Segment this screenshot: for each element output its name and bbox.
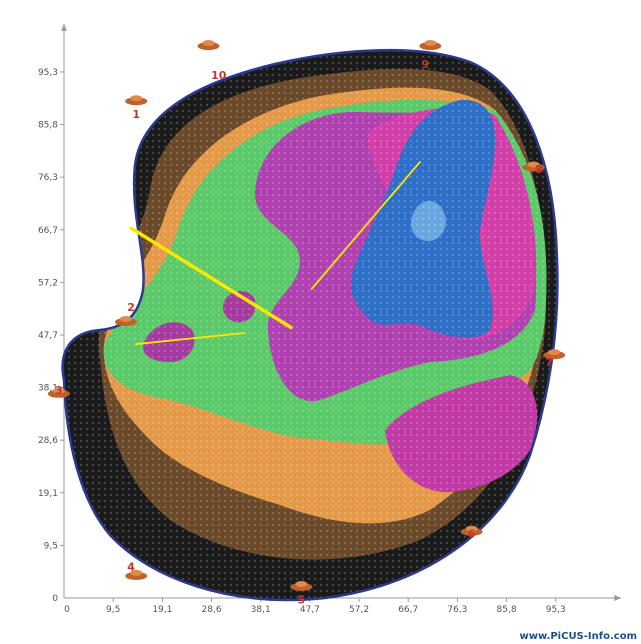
crack-line — [310, 161, 421, 290]
sensor-marker — [125, 569, 148, 580]
x-axis-arrow — [614, 595, 622, 601]
sensor-label: 6 — [468, 527, 476, 540]
y-tick-label: 0 — [52, 594, 58, 604]
y-tick-label: 76,3 — [38, 173, 58, 183]
sensor-marker — [125, 95, 148, 106]
crack-lines — [129, 161, 421, 345]
y-tick-label: 38,1 — [38, 384, 58, 394]
sensor-marker — [197, 40, 220, 50]
y-tick-label: 95,3 — [38, 68, 58, 78]
x-tick-label: 76,3 — [447, 605, 467, 615]
sensor-marker — [290, 580, 313, 591]
y-axis-ticks: 0 9,5 19,1 28,6 38,1 47,7 57,2 66,7 76,3 85,8 95,3 — [38, 68, 64, 604]
x-tick-label: 47,7 — [300, 605, 320, 615]
x-tick-label: 19,1 — [152, 605, 172, 615]
x-axis-ticks: 0 9,5 19,1 28,6 38,1 47,7 57,2 66,7 76,3 85,8 95,3 — [64, 598, 566, 615]
sensor-label: 1 — [132, 108, 140, 121]
sensor-label: 9 — [421, 58, 429, 71]
sensor-marker — [419, 40, 442, 50]
y-tick-label: 28,6 — [38, 436, 58, 446]
watermark-text: www.PiCUS-Info.com — [519, 631, 637, 642]
y-tick-label: 19,1 — [38, 489, 58, 499]
sensor-label: 10 — [211, 69, 227, 82]
sensor-label: 8 — [535, 163, 543, 176]
tomogram-image — [62, 50, 558, 600]
crack-line — [135, 332, 246, 345]
y-tick-label: 57,2 — [38, 278, 58, 288]
sensor-label: 3 — [55, 384, 63, 397]
sensor-marker — [543, 349, 566, 360]
sensor-markers: 1 2 3 4 5 6 7 8 9 10 — [47, 40, 566, 607]
x-tick-label: 85,8 — [497, 605, 517, 615]
y-tick-label: 85,8 — [38, 121, 58, 131]
x-tick-label: 28,6 — [202, 605, 222, 615]
x-tick-label: 9,5 — [106, 605, 120, 615]
sensor-label: 7 — [545, 356, 553, 369]
y-tick-label: 47,7 — [38, 331, 58, 341]
y-tick-label: 9,5 — [44, 541, 58, 551]
sensor-label: 5 — [298, 594, 306, 607]
sensor-marker — [522, 161, 545, 172]
sensor-label: 2 — [127, 301, 135, 314]
trunk-outline — [61, 48, 559, 602]
sensor-marker — [460, 525, 483, 536]
x-tick-label: 57,2 — [349, 605, 369, 615]
x-tick-label: 95,3 — [546, 605, 566, 615]
x-tick-label: 66,7 — [398, 605, 418, 615]
crack-line — [129, 226, 293, 330]
x-tick-label: 38,1 — [251, 605, 271, 615]
y-axis-arrow — [61, 23, 67, 31]
sensor-label: 4 — [127, 560, 135, 573]
y-tick-label: 66,7 — [38, 226, 58, 236]
sensor-marker — [114, 316, 137, 326]
x-tick-label: 0 — [64, 605, 70, 615]
sensor-marker — [47, 387, 70, 398]
tomogram-texture — [62, 50, 558, 600]
